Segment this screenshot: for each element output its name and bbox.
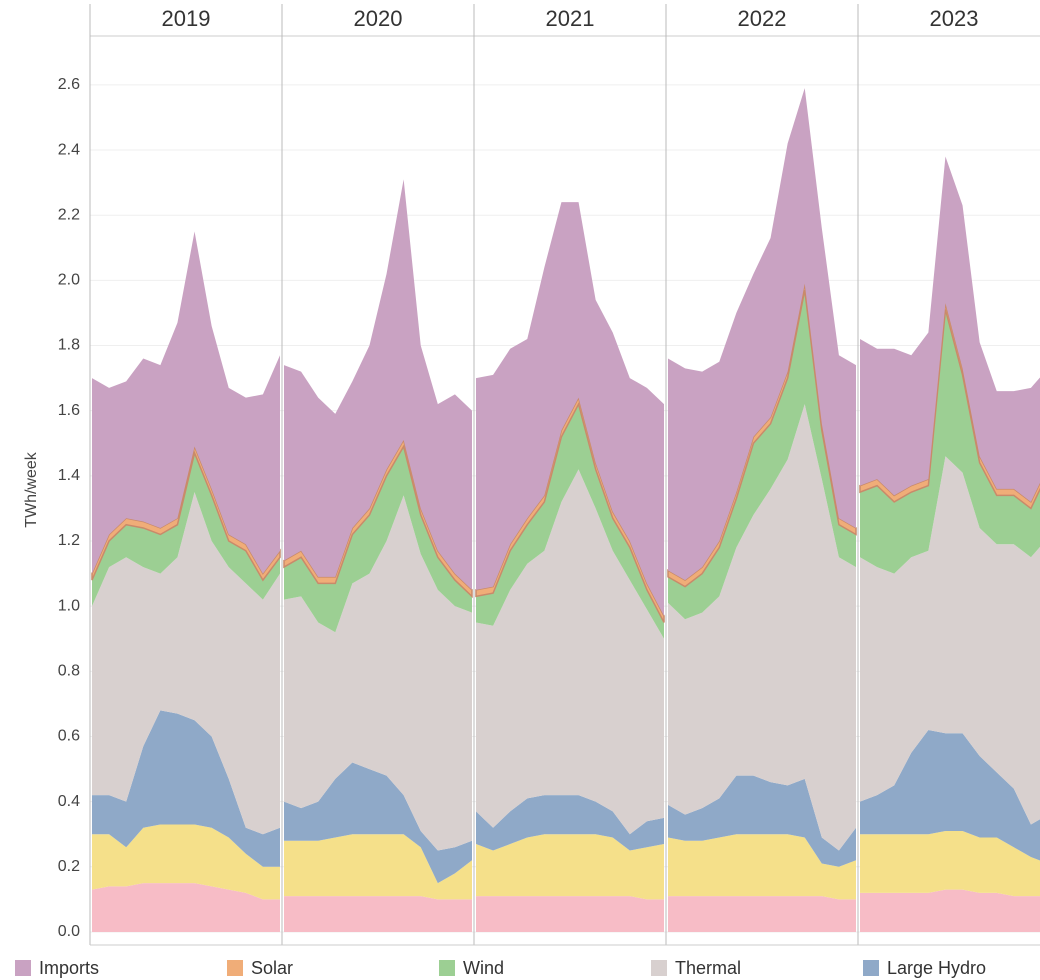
y-tick-label: 1.0: [58, 597, 80, 614]
y-tick-label: 2.0: [58, 272, 80, 289]
legend-swatch: [227, 960, 243, 976]
y-tick-label: 0.8: [58, 663, 80, 680]
area: [668, 290, 856, 620]
year-label: 2019: [162, 6, 211, 31]
area: [92, 710, 280, 867]
area: [92, 883, 280, 932]
legend-swatch: [439, 960, 455, 976]
legend-swatch: [863, 960, 879, 976]
legend-label: Solar: [251, 958, 293, 978]
y-tick-label: 1.2: [58, 532, 80, 549]
area: [476, 795, 664, 851]
area: [860, 456, 1040, 825]
area: [92, 492, 280, 835]
area: [284, 834, 472, 900]
area: [476, 834, 664, 900]
legend-label: Large Hydro: [887, 958, 986, 978]
area: [475, 395, 665, 623]
y-tick-label: 0.2: [58, 858, 80, 875]
area: [284, 762, 472, 884]
y-tick-label: 0.0: [58, 923, 80, 940]
y-tick-label: 2.2: [58, 206, 80, 223]
area: [476, 404, 664, 639]
area: [92, 824, 280, 900]
area: [476, 469, 664, 835]
legend-label: Imports: [39, 958, 99, 978]
area: [284, 446, 472, 633]
area: [860, 830, 1040, 897]
area: [668, 896, 856, 932]
y-tick-label: 1.4: [58, 467, 80, 484]
area: [668, 404, 856, 851]
area: [476, 896, 664, 932]
area: [860, 889, 1040, 932]
area: [860, 156, 1040, 502]
y-tick-label: 0.6: [58, 728, 80, 745]
area: [92, 453, 280, 607]
area: [668, 834, 856, 900]
area: [667, 283, 857, 588]
legend-swatch: [15, 960, 31, 976]
y-tick-label: 2.4: [58, 141, 80, 158]
area: [859, 302, 1040, 510]
y-tick-label: 1.6: [58, 402, 80, 419]
area: [91, 444, 281, 582]
area: [476, 202, 664, 616]
y-tick-label: 1.8: [58, 337, 80, 354]
year-label: 2022: [738, 6, 787, 31]
area: [284, 179, 472, 590]
year-label: 2021: [546, 6, 595, 31]
y-tick-label: 0.4: [58, 793, 80, 810]
area: [284, 896, 472, 932]
year-label: 2020: [354, 6, 403, 31]
area: [668, 775, 856, 867]
area: [860, 729, 1040, 861]
y-tick-label: 2.6: [58, 76, 80, 93]
area: [283, 438, 473, 599]
y-axis-label: TWh/week: [23, 451, 40, 528]
legend-swatch: [651, 960, 667, 976]
legend-label: Wind: [463, 958, 504, 978]
area: [860, 309, 1040, 574]
area: [668, 88, 856, 581]
legend-label: Thermal: [675, 958, 741, 978]
area: [284, 495, 472, 851]
area: [92, 231, 280, 574]
year-label: 2023: [930, 6, 979, 31]
